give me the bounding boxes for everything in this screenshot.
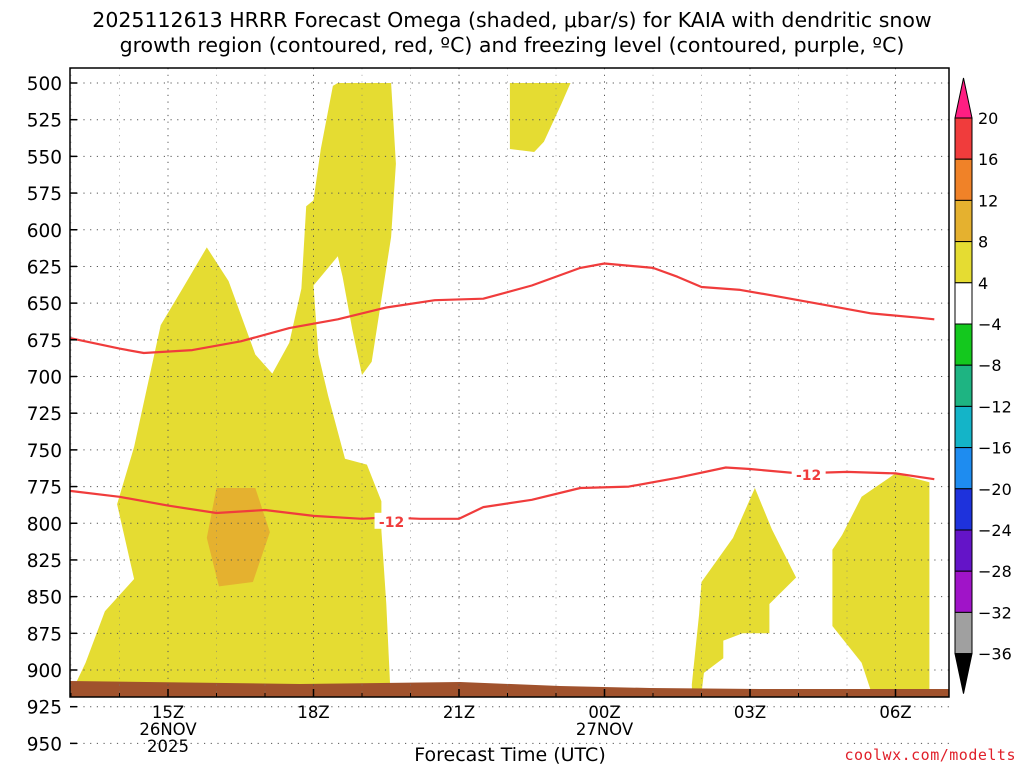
- colorbar-segment: [954, 529, 973, 572]
- colorbar-label: 16: [978, 150, 998, 169]
- colorbar-segment: [954, 611, 973, 655]
- y-axis: 500 525 550 575 600 625 650 675 700 725 750 775 800 8…: [27, 74, 77, 755]
- y-tick-label: 500: [27, 74, 62, 95]
- colorbar-label: −16: [978, 439, 1012, 458]
- colorbar-label: −32: [978, 603, 1012, 622]
- y-tick-label: 900: [27, 661, 62, 682]
- colorbar-segment: [954, 158, 973, 201]
- colorbar-label: −4: [978, 315, 1002, 334]
- x-tick-label: 03Z: [734, 703, 766, 722]
- colorbar-segment: [954, 405, 973, 449]
- x-tick-label: 26NOV: [139, 720, 197, 739]
- y-tick-label: 600: [27, 221, 62, 242]
- x-axis-title: Forecast Time (UTC): [414, 744, 606, 766]
- colorbar-segment: [954, 653, 973, 694]
- omega-region: [509, 83, 571, 152]
- contour-label: -12: [379, 515, 404, 531]
- y-tick-label: 925: [27, 698, 62, 719]
- x-tick-label: 18Z: [297, 703, 329, 722]
- chart-title-line-2: growth region (contoured, red, ºC) and f…: [119, 33, 905, 57]
- colorbar-segment: [954, 199, 973, 243]
- colorbar-segment: [954, 323, 973, 366]
- y-tick-label: 650: [27, 294, 62, 315]
- y-tick-label: 950: [27, 734, 62, 755]
- y-tick-label: 625: [27, 257, 62, 278]
- ground-layer: [70, 681, 949, 697]
- y-tick-label: 850: [27, 588, 62, 609]
- x-tick-label: 27NOV: [576, 720, 634, 739]
- x-tick-label: 06Z: [879, 703, 911, 722]
- colorbar-segment: [954, 570, 973, 613]
- omega-region: [832, 473, 930, 697]
- colorbar-segment: [954, 282, 973, 325]
- colorbar-label: −12: [978, 397, 1012, 416]
- plot-border: [69, 67, 950, 698]
- ground-strip: [70, 681, 949, 697]
- colorbar: 20 16 12 8 4 −4 −8 −12 −16 −20 −24 −28 −32 −36: [954, 77, 1012, 694]
- y-tick-label: 875: [27, 624, 62, 645]
- colorbar-segment: [954, 447, 973, 490]
- y-tick-label: 725: [27, 404, 62, 425]
- colorbar-label: −28: [978, 562, 1012, 581]
- colorbar-label: 8: [978, 233, 988, 252]
- omega-shading-layer: [70, 83, 930, 697]
- source-credit: coolwx.com/modelts: [844, 746, 1016, 764]
- colorbar-segment: [954, 117, 973, 160]
- y-tick-label: 825: [27, 551, 62, 572]
- contour-label-bg: [374, 512, 409, 529]
- plot-frame: [69, 67, 950, 698]
- dgz-contour: [70, 262, 935, 355]
- y-tick-label: 550: [27, 147, 62, 168]
- dgz-contour: [70, 466, 935, 520]
- y-tick-label: 675: [27, 331, 62, 352]
- colorbar-label: −36: [978, 645, 1012, 664]
- y-tick-label: 775: [27, 478, 62, 499]
- colorbar-label: 12: [978, 191, 998, 210]
- colorbar-segment: [954, 488, 973, 531]
- y-tick-label: 700: [27, 368, 62, 389]
- y-tick-label: 750: [27, 441, 62, 462]
- colorbar-label: −24: [978, 521, 1012, 540]
- contour-label: -12: [796, 468, 821, 484]
- y-tick-label: 525: [27, 111, 62, 132]
- colorbar-segment: [954, 364, 973, 407]
- omega-region: [70, 83, 396, 697]
- y-tick-label: 800: [27, 514, 62, 535]
- chart-title-line-1: 2025112613 HRRR Forecast Omega (shaded, …: [92, 8, 932, 32]
- x-tick-label: 15Z: [152, 703, 184, 722]
- x-tick-label: 2025: [147, 737, 189, 756]
- colorbar-segment: [954, 77, 973, 119]
- x-tick-label: 00Z: [588, 703, 620, 722]
- omega-region: [691, 488, 797, 697]
- colorbar-label: −8: [978, 356, 1002, 375]
- y-tick-label: 575: [27, 184, 62, 205]
- x-tick-label: 21Z: [443, 703, 475, 722]
- colorbar-label: 4: [978, 274, 988, 293]
- colorbar-label: −20: [978, 480, 1012, 499]
- colorbar-segment: [954, 241, 973, 284]
- colorbar-label: 20: [978, 109, 998, 128]
- contour-layer: -12 -12: [70, 262, 935, 531]
- contour-label-bg: [791, 465, 826, 482]
